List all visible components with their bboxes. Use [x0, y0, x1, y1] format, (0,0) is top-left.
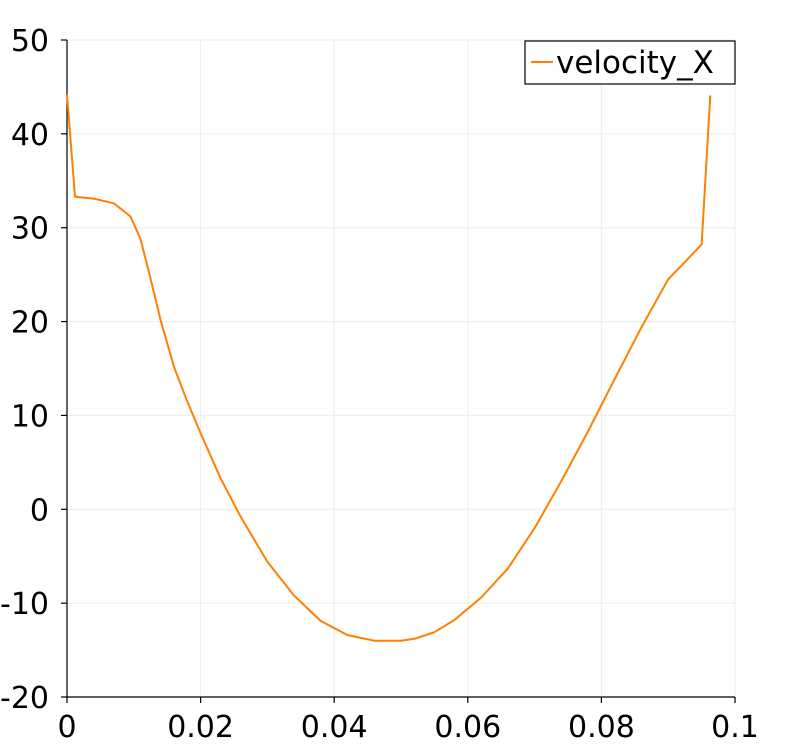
legend-box: [524, 40, 736, 85]
y-tick-label: -10: [0, 587, 49, 622]
y-tick-label: 30: [11, 212, 49, 247]
y-tick-label: 0: [30, 493, 49, 528]
series-line-velocity-x: [66, 94, 712, 642]
y-tick-label: 40: [11, 118, 49, 153]
y-tick-label: 10: [11, 399, 49, 434]
x-ticks: 0 0.02 0.04 0.06 0.08 0.1: [57, 697, 759, 745]
x-tick-label: 0.06: [434, 710, 501, 745]
series-layer: [66, 94, 712, 642]
grid-lines: [67, 39, 736, 697]
x-tick-label: 0: [57, 710, 76, 745]
x-tick-label: 0.1: [711, 710, 759, 745]
axes: [66, 40, 735, 698]
legend: velocity_X: [524, 40, 736, 85]
x-tick-label: 0.08: [568, 710, 635, 745]
x-tick-label: 0.02: [167, 710, 234, 745]
y-ticks: -20 -10 0 10 20 30 40 50: [0, 24, 67, 716]
y-tick-label: 20: [11, 306, 49, 341]
y-tick-label: -20: [0, 681, 49, 716]
y-tick-label: 50: [11, 24, 49, 59]
legend-label-velocity-x: velocity_X: [556, 45, 714, 81]
x-tick-label: 0.04: [301, 710, 368, 745]
